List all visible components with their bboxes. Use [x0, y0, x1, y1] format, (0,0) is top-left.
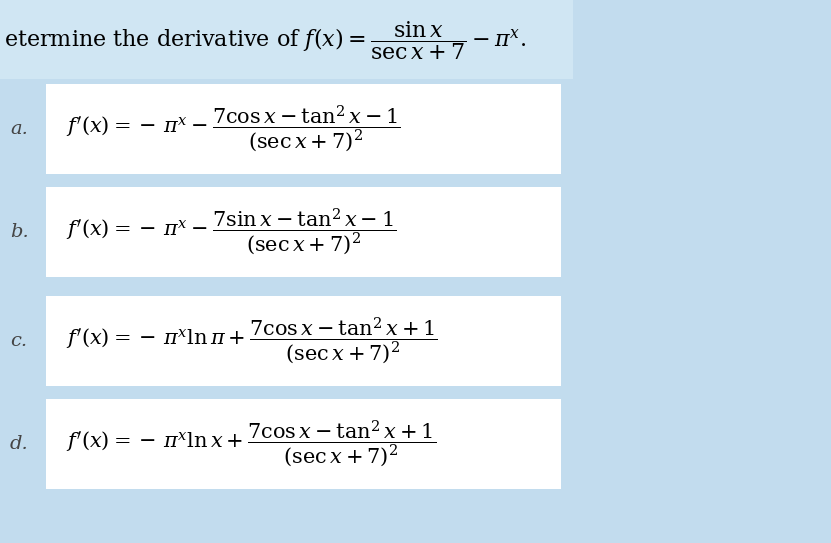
Text: $f'(x) = -\,\pi^x - \dfrac{7\cos x - \tan^2 x - 1}{(\sec x+7)^2}$: $f'(x) = -\,\pi^x - \dfrac{7\cos x - \ta…	[66, 104, 401, 154]
FancyBboxPatch shape	[46, 399, 561, 489]
FancyBboxPatch shape	[0, 0, 573, 79]
Text: etermine the derivative of $f(x) = \dfrac{\sin x}{\sec x+7} - \pi^x.$: etermine the derivative of $f(x) = \dfra…	[4, 18, 526, 62]
Text: $f'(x) = -\,\pi^x - \dfrac{7\sin x - \tan^2 x - 1}{(\sec x+7)^2}$: $f'(x) = -\,\pi^x - \dfrac{7\sin x - \ta…	[66, 207, 397, 257]
Text: $f'(x) = -\,\pi^x \ln \pi + \dfrac{7\cos x - \tan^2 x + 1}{(\sec x+7)^2}$: $f'(x) = -\,\pi^x \ln \pi + \dfrac{7\cos…	[66, 315, 439, 366]
FancyBboxPatch shape	[46, 187, 561, 277]
FancyBboxPatch shape	[46, 84, 561, 174]
Text: a.: a.	[10, 120, 28, 138]
FancyBboxPatch shape	[46, 296, 561, 386]
Text: $f'(x) = -\,\pi^x \ln x + \dfrac{7\cos x - \tan^2 x + 1}{(\sec x+7)^2}$: $f'(x) = -\,\pi^x \ln x + \dfrac{7\cos x…	[66, 419, 436, 469]
Text: b.: b.	[10, 223, 29, 241]
Text: d.: d.	[10, 435, 29, 453]
Text: c.: c.	[10, 332, 27, 350]
